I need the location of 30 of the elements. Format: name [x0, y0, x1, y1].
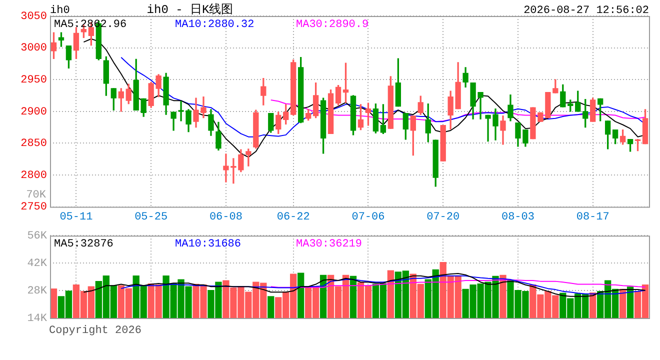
text: 70K: [26, 190, 46, 202]
y-tick-label: 2900: [20, 106, 47, 118]
x-tick-label: 07-06: [352, 211, 385, 224]
y-tick-label: 2750: [20, 202, 47, 214]
candlestick: [440, 125, 446, 162]
x-tick-label: 08-17: [576, 211, 610, 224]
y-tick-label: 28K: [27, 285, 48, 298]
x-tick-label: 05-25: [134, 211, 168, 224]
text: MA10:31686: [175, 238, 242, 251]
y-tick-label: 3000: [20, 42, 47, 55]
y-tick-label: 3050: [20, 10, 47, 23]
y-tick-label: 2800: [20, 170, 47, 182]
chart-title: ih0 - 日K线图: [146, 3, 234, 18]
y-tick-label: 2850: [20, 138, 47, 150]
y-tick-label: 56K: [27, 230, 48, 243]
y-tick-label: 2950: [20, 74, 47, 87]
annotation: 2026-08-27 12:56:02: [524, 4, 649, 17]
text: MA5:32876: [54, 238, 114, 251]
text: MA30:2890.9: [296, 18, 369, 31]
text: MA10:2880.32: [175, 18, 254, 31]
x-tick-label: 08-03: [501, 211, 534, 224]
text: Copyright 2026: [49, 324, 142, 337]
x-tick-label: 07-20: [426, 211, 460, 224]
text: MA30:36219: [296, 238, 362, 251]
y-tick-label: 42K: [27, 258, 48, 270]
x-tick-label: 05-11: [60, 211, 94, 224]
x-tick-label: 06-22: [276, 211, 310, 224]
annotation: ih0: [50, 4, 70, 17]
x-tick-label: 06-08: [209, 211, 242, 224]
y-tick-label: 14K: [27, 312, 48, 325]
